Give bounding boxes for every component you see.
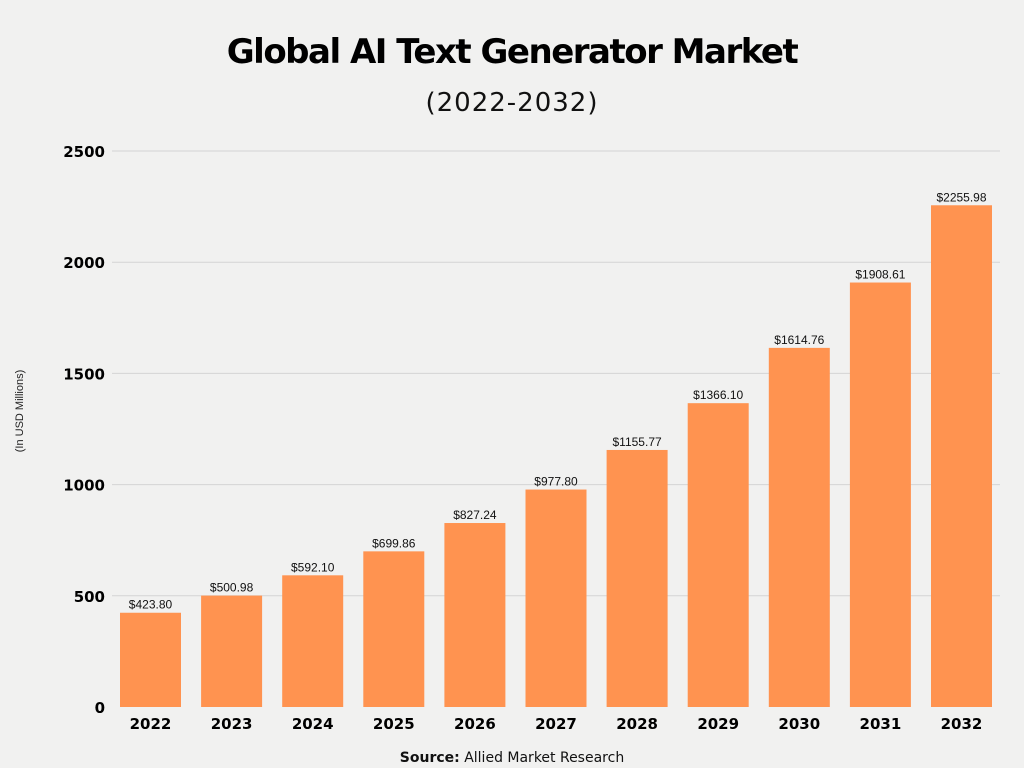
chart-title: Global AI Text Generator Market bbox=[226, 32, 799, 72]
y-tick-label: 1000 bbox=[63, 477, 105, 495]
x-tick-label: 2027 bbox=[535, 715, 577, 733]
data-label: $1908.61 bbox=[855, 268, 905, 282]
x-tick-label: 2031 bbox=[860, 715, 902, 733]
y-tick-label: 0 bbox=[95, 699, 105, 717]
data-label: $2255.98 bbox=[936, 190, 986, 204]
data-label: $500.98 bbox=[210, 581, 254, 595]
source-label: Source: bbox=[399, 750, 460, 766]
bar bbox=[931, 205, 992, 707]
x-tick-label: 2023 bbox=[211, 715, 253, 733]
x-tick-label: 2032 bbox=[941, 715, 983, 733]
bar bbox=[120, 612, 181, 707]
bar bbox=[768, 347, 830, 707]
bar bbox=[363, 551, 425, 707]
source-text: Allied Market Research bbox=[464, 750, 625, 766]
source-note: Source: Allied Market Research bbox=[0, 750, 1024, 766]
data-label: $699.86 bbox=[372, 536, 416, 550]
bar bbox=[444, 523, 506, 707]
data-label: $592.10 bbox=[291, 560, 335, 574]
y-tick-label: 2000 bbox=[63, 254, 105, 272]
x-tick-label: 2025 bbox=[373, 715, 415, 733]
x-tick-label: 2024 bbox=[292, 715, 334, 733]
x-tick-label: 2022 bbox=[130, 715, 172, 733]
y-tick-label: 500 bbox=[74, 588, 105, 606]
data-label: $423.80 bbox=[129, 598, 173, 612]
data-label: $977.80 bbox=[534, 475, 578, 489]
bar bbox=[282, 575, 344, 707]
x-tick-label: 2026 bbox=[454, 715, 496, 733]
bar bbox=[201, 595, 263, 707]
chart-subtitle: (2022-2032) bbox=[425, 88, 599, 118]
bar bbox=[687, 403, 749, 707]
data-label: $827.24 bbox=[453, 508, 497, 522]
x-tick-label: 2028 bbox=[616, 715, 658, 733]
y-tick-label: 1500 bbox=[63, 365, 105, 383]
x-tick-label: 2029 bbox=[697, 715, 739, 733]
data-label: $1155.77 bbox=[613, 435, 662, 449]
bar bbox=[849, 282, 911, 707]
data-label: $1614.76 bbox=[774, 333, 824, 347]
y-tick-label: 2500 bbox=[63, 143, 105, 161]
data-label: $1366.10 bbox=[693, 388, 743, 402]
bar bbox=[606, 449, 668, 707]
x-tick-label: 2030 bbox=[778, 715, 820, 733]
bar bbox=[525, 489, 587, 707]
